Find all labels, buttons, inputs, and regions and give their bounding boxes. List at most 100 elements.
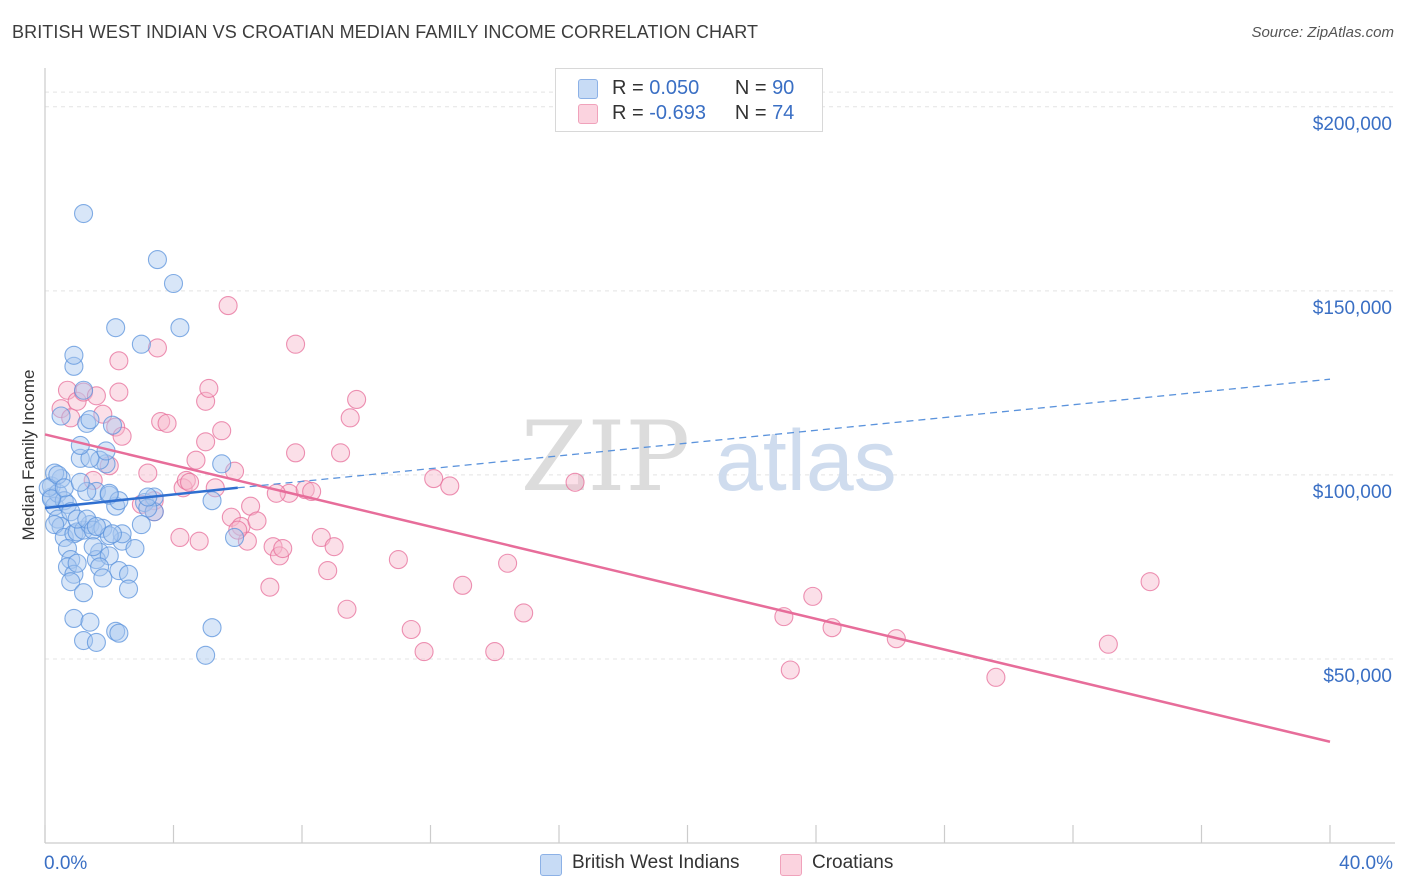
data-point — [57, 380, 78, 400]
data-point — [401, 619, 421, 640]
british-west-indians-trend-line — [44, 486, 238, 510]
data-point — [80, 612, 100, 632]
data-point — [176, 470, 196, 490]
data-point — [337, 599, 357, 619]
data-point — [67, 553, 87, 573]
data-point — [86, 516, 106, 536]
british-west-indians-trend-extension — [237, 378, 1331, 489]
data-point — [224, 527, 245, 548]
data-point — [106, 417, 126, 437]
data-point — [202, 618, 222, 638]
data-point — [498, 553, 518, 573]
data-point — [80, 448, 100, 468]
data-point — [295, 480, 315, 500]
data-point — [388, 550, 408, 570]
zipatlas-watermark: ZIP atlas — [521, 401, 897, 513]
data-point — [102, 415, 123, 435]
data-point — [347, 389, 367, 409]
legend-swatch-blue — [578, 79, 598, 99]
legend-swatch-pink — [578, 104, 598, 124]
data-point — [247, 511, 267, 531]
data-point — [212, 454, 232, 474]
x-tick-label: 0.0% — [44, 853, 87, 874]
data-point — [93, 518, 113, 538]
data-point — [80, 515, 100, 535]
data-point — [1140, 572, 1160, 592]
data-point — [118, 579, 139, 599]
chart-title: BRITISH WEST INDIAN VS CROATIAN MEDIAN F… — [12, 22, 759, 42]
data-point — [170, 318, 190, 338]
data-point — [90, 450, 110, 470]
data-point — [1098, 634, 1118, 654]
data-point — [99, 526, 119, 546]
croatians-points — [51, 296, 1160, 687]
data-point — [106, 318, 126, 338]
legend-swatch-pink — [780, 854, 802, 876]
data-point — [80, 410, 100, 430]
data-point — [196, 645, 216, 665]
tick-labels: $50,000 $100,000 $150,000 $200,000 0.0% 40.0% — [44, 114, 1393, 874]
y-tick-label: $50,000 — [1323, 666, 1392, 687]
data-point — [199, 378, 219, 398]
data-point — [424, 469, 444, 489]
data-point — [453, 575, 473, 595]
axes — [44, 68, 1395, 844]
data-point — [106, 621, 126, 641]
data-point — [70, 472, 90, 492]
data-point — [170, 527, 190, 548]
legend-n-value: 90 — [772, 77, 795, 99]
data-point — [286, 334, 306, 354]
data-point — [74, 583, 94, 603]
data-point — [138, 463, 158, 483]
data-point — [64, 345, 84, 365]
data-point — [237, 531, 257, 551]
legend-n-label: N = — [734, 77, 773, 99]
data-point — [109, 561, 129, 581]
data-point — [109, 382, 129, 402]
watermark-atlas: atlas — [715, 413, 897, 509]
data-point — [147, 338, 167, 358]
legend-n-label: N = — [734, 102, 773, 124]
legend-r-label: R = — [612, 102, 650, 124]
legend-label: Croatians — [812, 852, 894, 873]
data-point — [51, 406, 71, 426]
croatians-trend-line — [44, 433, 1331, 743]
data-point — [86, 386, 106, 406]
data-point — [131, 515, 151, 535]
data-point — [212, 421, 232, 441]
data-point — [67, 391, 87, 411]
data-point — [311, 527, 331, 548]
british-west-indians-points — [38, 204, 245, 665]
data-point — [67, 509, 87, 529]
data-point — [45, 515, 65, 535]
y-tick-label: $200,000 — [1313, 114, 1392, 135]
data-point — [77, 509, 97, 529]
data-point — [514, 603, 534, 623]
legend-r-value: -0.693 — [649, 102, 706, 124]
data-point — [324, 537, 344, 557]
data-point — [414, 642, 434, 662]
data-point — [57, 557, 78, 577]
legend-swatch-blue — [540, 854, 562, 876]
x-tick-label: 40.0% — [1339, 853, 1393, 874]
data-point — [131, 334, 151, 354]
data-point — [102, 524, 123, 544]
data-point — [147, 250, 167, 270]
legend-r-label: R = — [612, 77, 650, 99]
data-point — [986, 667, 1006, 687]
data-point — [74, 380, 94, 400]
data-point — [74, 204, 94, 224]
chart-source: Source: ZipAtlas.com — [1251, 24, 1394, 41]
data-point — [93, 568, 113, 588]
data-point — [186, 450, 206, 470]
data-point — [54, 527, 74, 548]
data-point — [86, 632, 106, 652]
data-point — [118, 564, 139, 584]
data-point — [125, 538, 145, 559]
data-point — [260, 577, 280, 597]
data-point — [218, 296, 238, 316]
data-point — [109, 351, 129, 371]
data-point — [273, 538, 293, 559]
data-point — [196, 432, 216, 452]
